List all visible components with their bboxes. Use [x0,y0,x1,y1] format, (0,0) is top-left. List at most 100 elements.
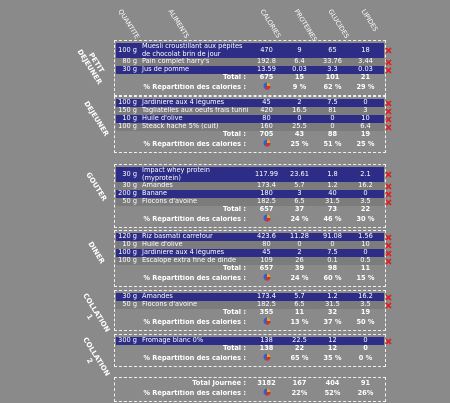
food-row: 200 g Banane 180 3 40 0 [116,190,392,198]
food-name: Jardiniere aux 4 légumes [142,249,225,257]
nutrient-value: 0 [297,241,302,249]
pie-icon [263,82,271,90]
pie-cell [250,273,283,284]
nutrient-value: 45 [262,249,271,257]
nutrient-value: 2 [297,99,302,107]
delete-icon[interactable] [384,115,392,123]
nutrient-value: 9 [297,46,302,54]
delete-cell [382,99,394,107]
pie-cell [250,353,283,364]
nutrient-value: 173.4 [257,182,276,190]
delete-cell [382,241,394,249]
total-label: Total : [223,131,246,139]
repartition-value: 60 % [323,274,342,282]
pie-icon [263,353,271,361]
repartition-label: % Répartition des calories : [143,318,246,326]
nutrient-value: 0 [330,123,335,131]
food-row: 150 g Tagliatelles aux oeufs frais tunni 4… [116,107,392,115]
delete-cell [382,182,394,190]
total-value: 3182 [257,380,276,388]
pie-icon [263,388,271,396]
food-name: Tagliatelles aux oeufs frais tunni [142,107,249,115]
meal-block: 300 g Fromage blanc 0% 138 22.5 12 0 Total : 13… [114,334,392,367]
delete-icon[interactable] [384,257,392,265]
delete-cell [382,249,394,257]
repartition-value: 52% [324,389,341,397]
delete-icon[interactable] [384,58,392,66]
delete-icon[interactable] [384,293,392,301]
pie-cell [250,388,283,399]
total-row: Total : 675 15 101 21 [116,74,384,82]
food-name: Flocons d'avoine [142,198,198,206]
quantity: 200 g [118,190,137,198]
nutrient-value: 31.5 [325,198,340,206]
nutrient-value: 180 [260,190,273,198]
nutrient-value: 25.5 [292,123,307,131]
total-row: Total : 705 43 88 19 [116,131,384,139]
delete-icon[interactable] [384,190,392,198]
delete-icon[interactable] [384,233,392,241]
nutrient-value: 470 [260,46,273,54]
nutrient-value: 0 [363,190,368,198]
delete-cell [382,47,394,55]
total-value: 88 [327,131,338,139]
delete-icon[interactable] [384,123,392,131]
total-value: 167 [292,380,307,388]
food-row: 300 g Fromage blanc 0% 138 22.5 12 0 [116,337,392,345]
delete-icon[interactable] [384,301,392,309]
quantity: 50 g [122,198,137,206]
meal-block: 100 g Jardiniere aux 4 légumes 45 2 7.5 0 150 … [114,96,392,153]
nutrient-value: 117.99 [254,170,279,178]
repartition-label: % Répartition des calories : [143,140,246,148]
total-value: 12 [327,345,338,353]
nutrient-value: 80 [262,115,271,123]
food-row: 30 g Jus de pomme 13.59 0.03 3.3 0.03 [116,66,392,74]
pie-icon [263,214,271,222]
nutrient-value: 0 [330,241,335,249]
nutrient-value: 0 [363,249,368,257]
food-row: 30 g Amandes 173.4 5.7 1.2 16.2 [116,182,392,190]
food-row: 120 g Riz basmati carrefour 423.6 11.28 91.0… [116,233,392,241]
nutrient-value: 26 [295,257,304,265]
total-value: 39 [294,265,305,273]
total-value: 32 [327,309,338,317]
delete-cell [382,115,394,123]
delete-icon[interactable] [384,241,392,249]
repartition-value: 37 % [323,318,342,326]
delete-icon[interactable] [384,337,392,345]
delete-icon[interactable] [384,182,392,190]
delete-icon[interactable] [384,249,392,257]
nutrient-value: 40 [328,190,337,198]
column-header: LIPIDES [359,7,380,34]
delete-icon[interactable] [384,198,392,206]
delete-cell [382,171,394,179]
food-name: Escalope extra fine de dinde [142,257,237,265]
meal-block: 30 g Impact whey protein (myprotein) 117.9… [114,164,392,228]
column-header: QUANTITE [116,7,141,41]
nutrient-value: 3 [297,190,302,198]
total-value: 404 [325,380,340,388]
total-value: 37 [294,206,305,214]
repartition-value: 25 % [356,140,375,148]
nutrient-value: 182.5 [257,301,276,309]
repartition-value: 13 % [290,318,309,326]
delete-cell [382,58,394,66]
repartition-value: 35 % [323,354,342,362]
quantity: 150 g [118,107,137,115]
day-total-block: Total Journée :3182 167 404 91% Répartition… [114,377,386,402]
quantity: 100 g [118,99,137,107]
delete-icon[interactable] [384,99,392,107]
total-value: 657 [259,265,274,273]
nutrient-value: 1.56 [358,233,373,241]
total-value: 11 [360,265,371,273]
nutrient-value: 5.7 [294,182,305,190]
delete-cell [382,293,394,301]
delete-icon[interactable] [384,107,392,115]
meal-block: 100 g Muesli croustillant aux pépites de … [114,40,392,96]
delete-icon[interactable] [384,171,392,178]
delete-icon[interactable] [384,66,392,74]
food-name: Banane [142,190,168,198]
repartition-value: 15 % [356,274,375,282]
delete-icon[interactable] [384,47,392,54]
total-label: Total : [223,265,246,273]
